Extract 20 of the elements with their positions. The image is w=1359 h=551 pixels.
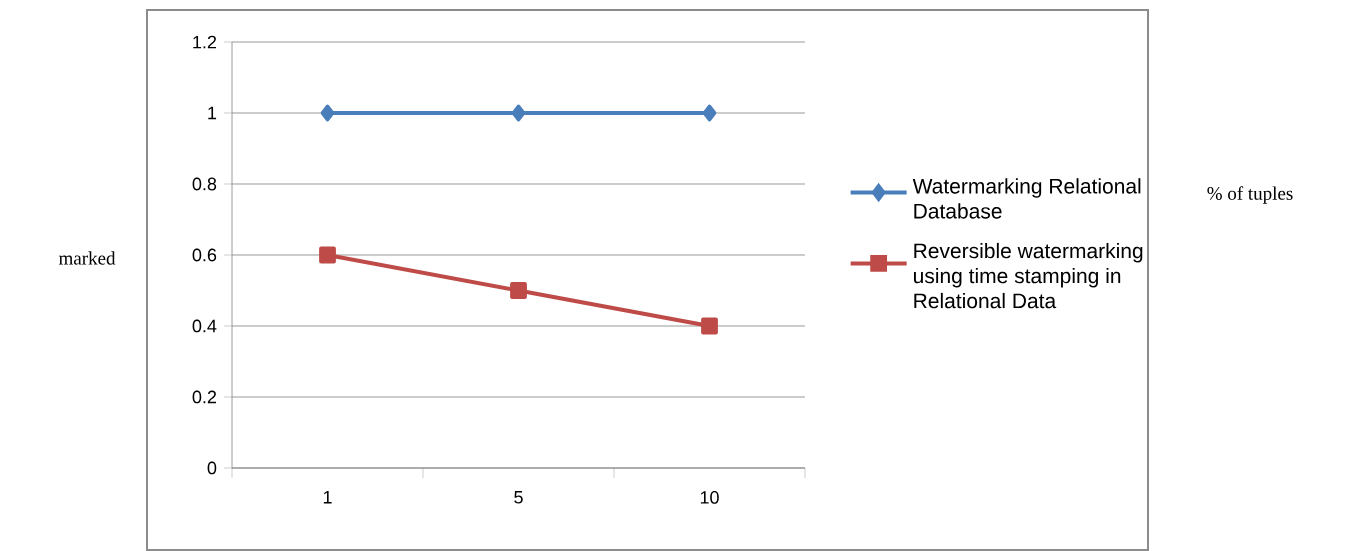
y-tick-label: 1.2 — [193, 35, 217, 49]
x-tick-label: 10 — [700, 491, 719, 504]
point — [702, 104, 717, 122]
x-tick-label: 5 — [514, 491, 523, 504]
point — [510, 282, 527, 299]
y-tick-label: 0.8 — [192, 177, 217, 191]
x-tick-label: 1 — [323, 491, 332, 504]
point — [511, 104, 526, 122]
legend-label: Watermarking Relational Database — [912, 178, 1141, 219]
y-tick-label: 0.4 — [192, 319, 217, 333]
point — [320, 104, 335, 122]
y-tick-label: 0 — [207, 461, 217, 475]
y-tick-label: 0.2 — [192, 390, 217, 404]
y-tick-label: 1 — [208, 106, 217, 120]
legend-label: Reversible watermarking using time stamping in Relational Data — [913, 242, 1143, 309]
text: marked — [58, 251, 116, 265]
text: % of tuples — [1207, 186, 1293, 204]
point — [701, 317, 718, 335]
point — [319, 246, 336, 264]
y-tick-label: 0.6 — [192, 248, 217, 262]
